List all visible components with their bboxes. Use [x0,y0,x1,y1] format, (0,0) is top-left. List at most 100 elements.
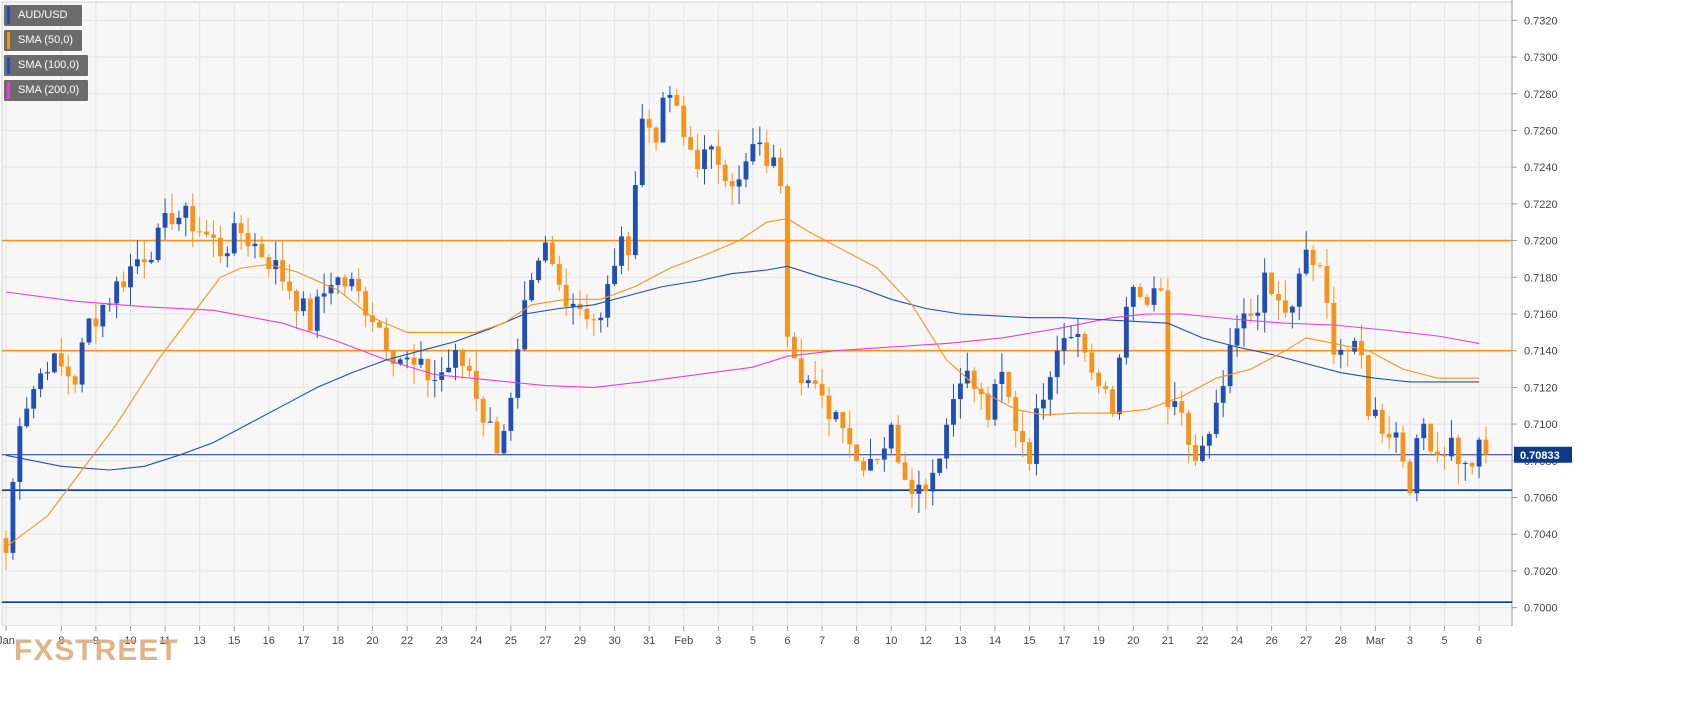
candle-body [58,353,64,367]
candle-body [24,408,30,427]
candle-body [798,358,804,384]
candle-body [639,118,645,186]
y-tick-label: 0.7100 [1524,419,1558,431]
candle-body [1165,290,1171,407]
candle-body [861,461,866,471]
candle-body [874,458,880,460]
candle-body [1296,273,1302,307]
candle-body [100,304,106,327]
watermark-street: STREET [54,634,179,667]
x-tick-label: 13 [194,635,206,647]
candle-body [473,370,479,399]
candle-body [681,105,687,138]
candle-body [1034,408,1039,465]
candle-body [190,205,196,232]
candle-body [432,380,438,382]
candle-body [1137,286,1143,298]
candle-body [1248,313,1254,316]
candle-body [957,383,963,400]
candle-body [1040,399,1046,409]
legend-swatch [7,32,10,49]
x-tick-label: 16 [263,635,275,647]
candle-body [833,412,839,420]
y-tick-label: 0.7280 [1524,89,1558,101]
x-tick-label: 21 [1162,635,1174,647]
x-tick-label: Mar [1366,635,1385,647]
candle-body [881,448,887,460]
candle-body [294,290,299,312]
x-tick-label: 28 [1335,635,1347,647]
x-tick-label: 15 [228,635,240,647]
y-tick-label: 0.7200 [1524,236,1558,248]
candle-body [342,277,348,287]
candle-body [494,421,500,454]
current-price-label: 0.70833 [1520,450,1560,462]
y-tick-label: 0.7220 [1524,199,1558,211]
candle-body [390,350,396,364]
candle-body [128,266,133,288]
candle-body [1414,438,1420,494]
candle-body [238,223,244,234]
candle-body [964,370,970,384]
x-tick-label: 30 [608,635,620,647]
candle-body [1310,249,1316,266]
legend-item: AUD/USD [4,5,82,26]
candle-body [743,161,749,180]
x-tick-label: Feb [674,635,693,647]
candle-body [778,157,783,187]
candle-body [695,149,701,170]
legend-item: SMA (50,0) [4,30,82,51]
candle-body [785,186,790,337]
candle-body [1372,409,1378,416]
candle-body [536,260,541,281]
x-tick-label: 17 [1058,635,1070,647]
candle-body [314,296,320,331]
candle-body [971,370,977,389]
x-tick-label: 5 [750,635,756,647]
candle-body [404,357,410,360]
x-tick-label: 9 [93,635,99,647]
legend-label: SMA (100,0) [18,59,80,71]
candle-body [1338,349,1344,355]
candle-body [715,146,721,165]
candle-body [549,242,555,264]
candle-body [840,412,846,429]
x-tick-label: 20 [1127,635,1139,647]
candle-body [79,342,85,385]
candle-body [937,458,943,473]
candle-body [38,373,43,390]
candle-body [722,164,728,182]
candle-body [501,430,507,454]
y-tick-label: 0.7180 [1524,272,1558,284]
x-tick-label: 10 [885,635,897,647]
candle-body [252,243,258,247]
candle-body [1269,272,1275,295]
candle-body [1117,357,1122,415]
candle-body [1013,397,1019,431]
candle-body [245,233,251,247]
candle-body [259,243,265,258]
y-tick-label: 0.7140 [1524,346,1558,358]
legend-swatch [7,7,10,24]
x-tick-label: 10 [124,635,136,647]
candle-body [1469,462,1475,467]
legend-item: SMA (200,0) [4,80,88,101]
candle-body [1241,313,1247,329]
candle-body [570,303,576,307]
candle-body [868,458,873,471]
candle-body [1276,294,1281,301]
candle-body [791,336,797,359]
candle-body [307,298,313,331]
candle-body [543,242,548,261]
candle-body [1442,454,1447,457]
x-tick-label: 6 [784,635,790,647]
candle-body [1020,430,1026,443]
candle-body [204,231,209,235]
candle-body [653,127,659,143]
candle-body [211,234,216,238]
x-tick-label: 15 [1023,635,1035,647]
candle-body [300,298,306,312]
y-tick-label: 0.7160 [1524,309,1558,321]
x-tick-label: 12 [920,635,932,647]
